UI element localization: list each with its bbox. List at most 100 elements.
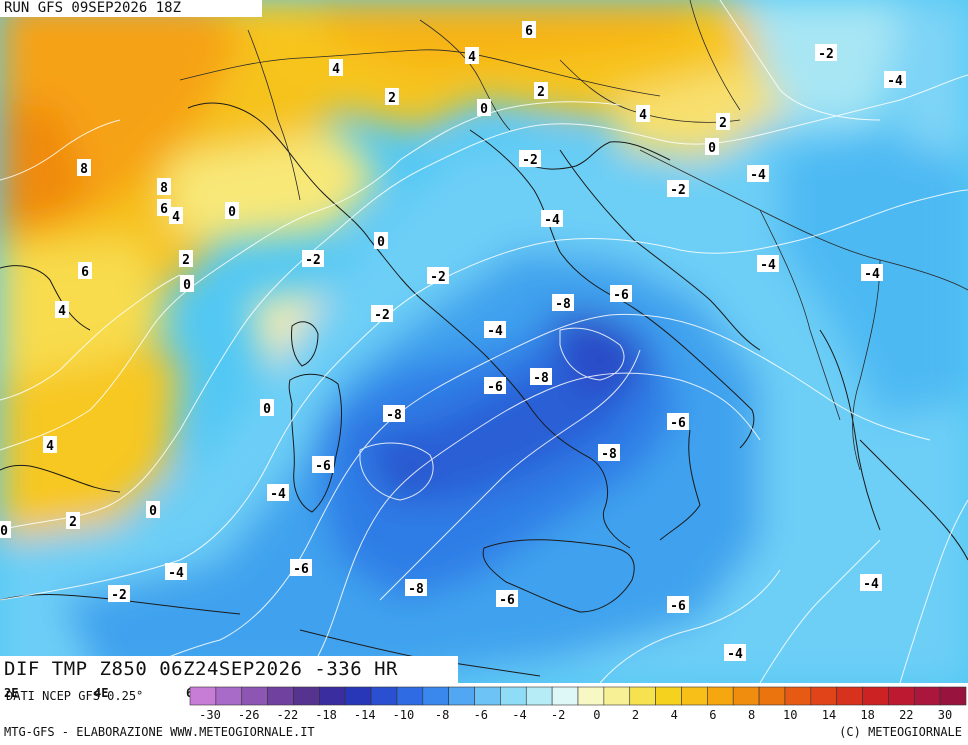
colorbar-tick-label: 14 xyxy=(822,708,836,722)
map-title: DIF TMP Z850 06Z24SEP2026 -336 HR xyxy=(0,656,458,683)
svg-text:-4: -4 xyxy=(270,487,286,502)
svg-text:-8: -8 xyxy=(408,582,424,597)
isotherm-label: 4 xyxy=(43,436,57,454)
svg-text:6: 6 xyxy=(81,265,89,280)
svg-text:-2: -2 xyxy=(670,183,686,198)
svg-text:4: 4 xyxy=(332,62,340,77)
colorbar-tick-label: 0 xyxy=(593,708,600,722)
colorbar-swatch xyxy=(732,686,760,706)
colorbar-tick-label: 22 xyxy=(899,708,913,722)
isotherm-label: -2 xyxy=(427,267,449,285)
colorbar-tick-label: -10 xyxy=(393,708,415,722)
svg-text:2: 2 xyxy=(719,116,727,131)
isotherm-label: -6 xyxy=(484,377,506,395)
isotherm-label: 4 xyxy=(55,301,69,319)
svg-text:4: 4 xyxy=(58,304,66,319)
isotherm-label: 2 xyxy=(66,512,80,530)
isotherm-label: -4 xyxy=(884,71,906,89)
svg-text:-2: -2 xyxy=(430,270,446,285)
colorbar-tick-label: 2 xyxy=(632,708,639,722)
svg-text:-8: -8 xyxy=(533,371,549,386)
isotherm-label: -2 xyxy=(667,180,689,198)
colorbar-tick-label: 8 xyxy=(748,708,755,722)
colorbar-tick-label: -18 xyxy=(315,708,337,722)
svg-text:-2: -2 xyxy=(818,47,834,62)
colorbar-swatch xyxy=(655,686,682,706)
svg-text:-2: -2 xyxy=(111,588,127,603)
colorbar-tick-label: 30 xyxy=(938,708,952,722)
colorbar-swatch xyxy=(603,686,631,706)
colorbar-swatch xyxy=(836,686,863,706)
colorbar-swatch xyxy=(862,686,889,706)
svg-text:2: 2 xyxy=(537,85,545,100)
isotherm-label: 4 xyxy=(169,207,183,225)
isotherm-lines xyxy=(0,0,968,683)
colorbar-swatch xyxy=(396,686,424,706)
colorbar-tick-label: -26 xyxy=(238,708,260,722)
longitude-label: 4E xyxy=(94,686,108,700)
colorbar-swatch xyxy=(551,686,579,706)
longitude-label: 2E xyxy=(4,686,18,700)
svg-text:-4: -4 xyxy=(168,566,184,581)
isotherm-label: 8 xyxy=(77,159,91,177)
svg-text:-8: -8 xyxy=(601,447,617,462)
isotherm-label: -6 xyxy=(610,285,632,303)
colorbar-tick-label: -22 xyxy=(277,708,299,722)
svg-text:4: 4 xyxy=(468,50,476,65)
svg-text:0: 0 xyxy=(228,205,236,220)
svg-text:4: 4 xyxy=(172,210,180,225)
colorbar-swatch xyxy=(293,686,320,706)
colorbar-swatch xyxy=(422,686,449,706)
isotherm-label: -4 xyxy=(484,321,506,339)
temperature-anomaly-field: 6-244-42 20 420-2-48864-20-40-22-2-4-460-8… xyxy=(0,0,968,683)
isotherm-label: 6 xyxy=(157,199,171,217)
svg-text:-6: -6 xyxy=(613,288,629,303)
svg-text:2: 2 xyxy=(388,91,396,106)
isotherm-labels: 6-244-42 20 420-2-48864-20-40-22-2-4-460-8… xyxy=(0,21,906,662)
footer-copyright: (C) METEOGIORNALE xyxy=(839,725,962,739)
isotherm-label: -2 xyxy=(519,150,541,168)
isotherm-label: 2 xyxy=(385,88,399,106)
isotherm-label: 0 xyxy=(374,232,388,250)
svg-text:-8: -8 xyxy=(555,297,571,312)
colorbar-tick-label: 10 xyxy=(783,708,797,722)
colorbar-tick-label: 6 xyxy=(709,708,716,722)
svg-text:2: 2 xyxy=(69,515,77,530)
isotherm-label: -8 xyxy=(405,579,427,597)
isotherm-label: -8 xyxy=(552,294,574,312)
isotherm-label: -4 xyxy=(165,563,187,581)
svg-text:-2: -2 xyxy=(305,253,321,268)
svg-text:-6: -6 xyxy=(670,416,686,431)
colorbar-tick-label: -14 xyxy=(354,708,376,722)
isotherm-label: -2 xyxy=(371,305,393,323)
svg-text:-2: -2 xyxy=(374,308,390,323)
svg-text:0: 0 xyxy=(183,278,191,293)
isotherm-label: 0 xyxy=(705,138,719,156)
isotherm-label: -4 xyxy=(860,574,882,592)
svg-text:-2: -2 xyxy=(522,153,538,168)
svg-text:8: 8 xyxy=(80,162,88,177)
colorbar-swatch xyxy=(370,686,398,706)
isotherm-label: -6 xyxy=(290,559,312,577)
colorbar-swatch xyxy=(474,686,501,706)
isotherm-label: 6 xyxy=(78,262,92,280)
colorbar-tick-label: 18 xyxy=(860,708,874,722)
isotherm-label: -2 xyxy=(815,44,837,62)
colorbar-swatch xyxy=(629,686,656,706)
colorbar-swatch xyxy=(189,686,217,706)
svg-text:0: 0 xyxy=(149,504,157,519)
isotherm-label: -4 xyxy=(724,644,746,662)
field-shading xyxy=(0,0,968,683)
isotherm-label: 0 xyxy=(225,202,239,220)
svg-text:2: 2 xyxy=(182,253,190,268)
colorbar-tick-label: -30 xyxy=(199,708,221,722)
isotherm-label: 0 xyxy=(477,99,491,117)
colorbar-tick-label: -8 xyxy=(435,708,449,722)
colorbar-swatch xyxy=(215,686,243,706)
colorbar-swatch xyxy=(939,686,967,706)
colorbar-tick-label: -2 xyxy=(551,708,565,722)
svg-text:-4: -4 xyxy=(864,267,880,282)
isotherm-label: 0 xyxy=(260,399,274,417)
svg-text:-4: -4 xyxy=(487,324,503,339)
colorbar-ticks: -30 -26 -22 -18 -14 -10 -8 -6 -4 -2 0 2 4 6 8 10 14 18 22 3… xyxy=(199,708,952,722)
